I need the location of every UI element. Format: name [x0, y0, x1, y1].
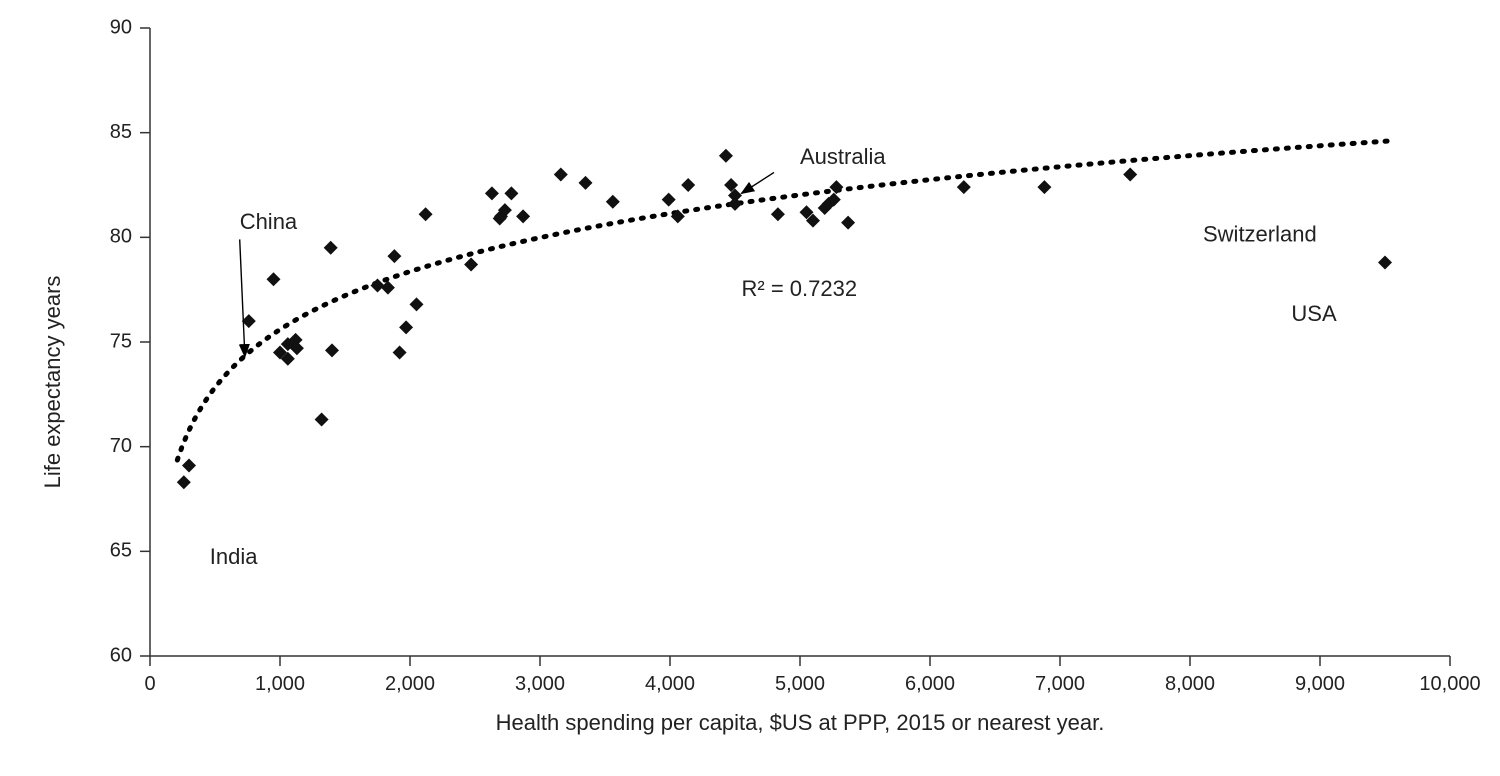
chart-container: 60 65 70 75 80 85 90 0 1,000 2,000 3,000 4,000 5,000…	[0, 0, 1500, 776]
r-squared-label: R² = 0.7232	[742, 276, 858, 301]
x-tick-label: 0	[144, 673, 155, 695]
y-tick-label: 90	[110, 16, 132, 38]
annotation-switzerland: Switzerland	[1203, 222, 1317, 247]
annotation-australia: Australia	[800, 144, 886, 169]
x-axis-title: Health spending per capita, $US at PPP, …	[496, 710, 1105, 735]
x-tick-label: 9,000	[1295, 673, 1345, 695]
scatter-chart: 60 65 70 75 80 85 90 0 1,000 2,000 3,000 4,000 5,000…	[0, 0, 1500, 776]
x-tick-label: 10,000	[1419, 673, 1480, 695]
x-tick-label: 3,000	[515, 673, 565, 695]
x-tick-label: 6,000	[905, 673, 955, 695]
annotation-china: China	[240, 209, 298, 234]
x-tick-label: 8,000	[1165, 673, 1215, 695]
y-tick-label: 70	[110, 435, 132, 457]
annotation-india: India	[210, 544, 258, 569]
x-tick-label: 4,000	[645, 673, 695, 695]
x-tick-label: 1,000	[255, 673, 305, 695]
x-tick-label: 5,000	[775, 673, 825, 695]
y-tick-label: 75	[110, 330, 132, 352]
y-tick-label: 85	[110, 121, 132, 143]
y-tick-label: 60	[110, 644, 132, 666]
y-axis-title: Life expectancy years	[40, 276, 65, 489]
y-tick-label: 80	[110, 226, 132, 248]
chart-bg	[0, 0, 1500, 776]
annotation-usa: USA	[1291, 301, 1337, 326]
y-tick-label: 65	[110, 540, 132, 562]
x-tick-label: 7,000	[1035, 673, 1085, 695]
x-tick-label: 2,000	[385, 673, 435, 695]
